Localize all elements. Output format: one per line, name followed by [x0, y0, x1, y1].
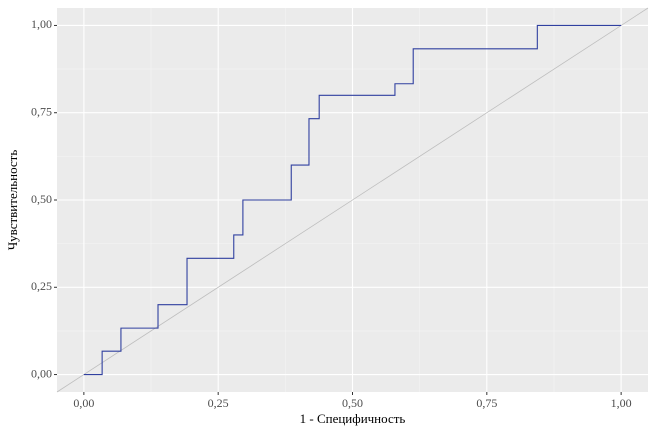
x-tick-label: 0,75 — [476, 396, 497, 410]
x-tick-label: 0,00 — [73, 396, 94, 410]
y-tick-label: 0,00 — [31, 366, 52, 380]
x-tick-label: 0,50 — [342, 396, 363, 410]
roc-line — [83, 24, 622, 376]
x-tick-label: 1,00 — [611, 396, 632, 410]
y-tick-label: 0,25 — [31, 279, 52, 293]
y-tick-label: 1,00 — [31, 17, 52, 31]
x-tick-label: 0,25 — [208, 396, 229, 410]
y-tick-label: 0,75 — [31, 104, 52, 118]
y-axis-title: Чувствительность — [5, 150, 20, 251]
x-axis-title: 1 - Специфичность — [300, 411, 406, 426]
y-tick-label: 0,50 — [31, 192, 52, 206]
